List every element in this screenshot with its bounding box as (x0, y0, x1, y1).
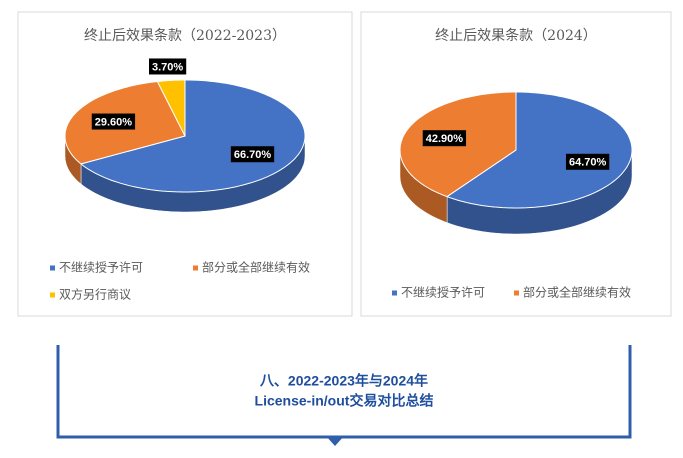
pie-slice (446, 91, 633, 209)
legend-swatch (193, 265, 198, 271)
legend-label: 部分或全部继续有效 (523, 285, 631, 300)
value-label-bg (422, 130, 467, 147)
pie-slice (156, 79, 186, 137)
legend-swatch (392, 290, 397, 296)
value-label-bg (230, 146, 275, 163)
legend-swatch (50, 265, 55, 271)
banner-line: 八、2022-2023年与2024年 (259, 373, 428, 389)
value-label: 42.90% (426, 133, 464, 145)
legend-label: 不继续授予许可 (59, 260, 143, 275)
chart-title: 终止后效果条款（2024） (435, 27, 597, 44)
banner-line: License-in/out交易对比总结 (255, 393, 434, 409)
value-label-bg (565, 153, 610, 170)
pie-slice (79, 79, 306, 193)
legend-label: 双方另行商议 (59, 287, 131, 302)
value-label-bg (149, 58, 187, 75)
legend-label: 不继续授予许可 (401, 285, 485, 300)
value-label: 29.60% (95, 116, 133, 128)
chart-title: 终止后效果条款（2022-2023） (84, 27, 286, 44)
value-label: 66.70% (234, 149, 272, 161)
value-label: 64.70% (569, 157, 607, 169)
value-label: 3.70% (152, 61, 183, 73)
banner-frame (56, 345, 632, 439)
banner-notch (326, 436, 344, 446)
legend-label: 部分或全部继续有效 (202, 260, 310, 275)
value-label-bg (91, 113, 136, 130)
legend-swatch (50, 292, 55, 298)
legend-swatch (514, 290, 519, 296)
